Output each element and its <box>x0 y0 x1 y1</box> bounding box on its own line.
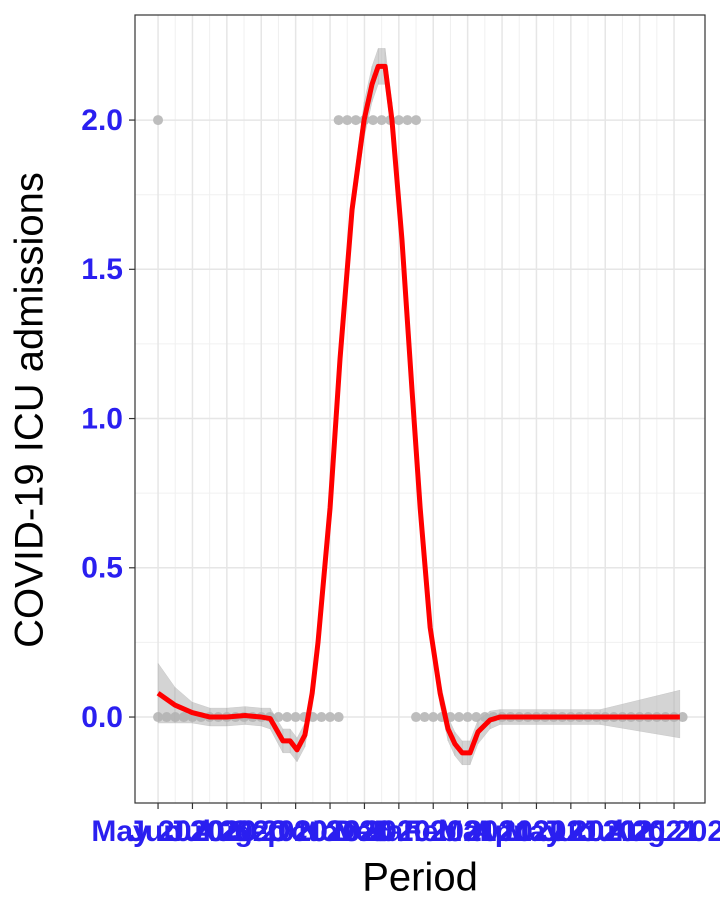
x-tick-label: Jul 2021 <box>580 815 698 848</box>
data-point <box>376 115 387 126</box>
data-point <box>290 712 301 723</box>
x-axis-title: Period <box>362 856 478 900</box>
plot-border <box>134 14 706 804</box>
x-tick-label: Jul 2020 <box>168 815 286 848</box>
x-tick-label: May 2020 <box>91 815 224 848</box>
x-tick-label: Aug 2021 <box>607 815 720 848</box>
data-point <box>402 115 413 126</box>
data-point <box>153 115 164 126</box>
y-tick-label: 1.5 <box>81 253 123 286</box>
y-tick-label: 0.5 <box>81 552 123 585</box>
smooth-line <box>156 63 680 756</box>
x-tick-label: Sep 2020 <box>231 815 361 848</box>
data-point <box>454 712 465 723</box>
y-tick-label: 1.0 <box>81 402 123 435</box>
x-tick-label: Jun 2020 <box>128 815 256 848</box>
x-tick-label: Dec 2020 <box>334 815 464 848</box>
data-point <box>333 115 344 126</box>
data-point <box>368 115 379 126</box>
data-point <box>411 115 422 126</box>
data-point <box>350 115 361 126</box>
x-tick-label: May 2021 <box>504 815 637 848</box>
x-tick-label: Nov 2020 <box>299 815 431 848</box>
data-point <box>462 712 473 723</box>
data-point <box>393 115 404 126</box>
data-point <box>316 712 327 723</box>
x-tick-label: Aug 2020 <box>195 815 328 848</box>
y-tick-label: 2.0 <box>81 104 123 137</box>
data-point <box>325 712 336 723</box>
data-point <box>677 712 688 723</box>
y-axis-title: COVID-19 ICU admissions <box>8 172 52 648</box>
data-point <box>342 115 353 126</box>
x-tick-label: Apr 2021 <box>473 815 600 848</box>
x-tick-label: Oct 2020 <box>267 815 392 848</box>
x-tick-label: Feb 2021 <box>403 815 531 848</box>
x-tick-label: Mar 2021 <box>438 815 566 848</box>
data-point <box>411 712 422 723</box>
data-point <box>282 712 293 723</box>
data-point <box>428 712 439 723</box>
x-tick-label: Jun 2021 <box>541 815 669 848</box>
data-point <box>333 712 344 723</box>
x-tick-label: Jan 2021 <box>370 815 497 848</box>
y-tick-label: 0.0 <box>81 701 123 734</box>
data-point <box>419 712 430 723</box>
